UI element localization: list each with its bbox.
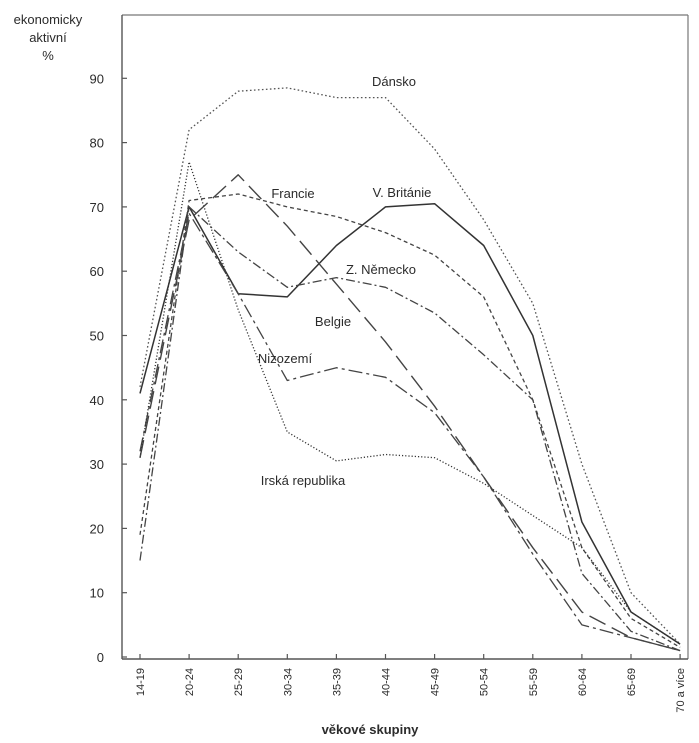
series-label: V. Británie (373, 185, 432, 200)
y-tick-label: 70 (90, 200, 104, 215)
y-tick-label: 40 (90, 393, 104, 408)
series-label: Francie (271, 186, 314, 201)
series-label: Dánsko (372, 74, 416, 89)
x-tick-label: 20-24 (184, 668, 196, 696)
series-line (139, 193, 681, 648)
x-axis-label: věkové skupiny (322, 722, 420, 737)
y-tick-label: 0 (97, 650, 104, 665)
x-tick-label: 35-39 (331, 668, 343, 696)
x-tick-label: 55-59 (528, 668, 540, 696)
y-tick-label: 50 (90, 329, 104, 344)
x-tick-label: 65-69 (626, 668, 638, 696)
x-tick-label: 25-29 (233, 668, 245, 696)
x-tick-label: 14-19 (135, 668, 147, 696)
x-tick-label: 30-34 (282, 668, 294, 696)
series-label: Irská republika (261, 473, 346, 488)
y-axis-label: ekonomicky aktivní % (14, 12, 83, 63)
series-line (139, 87, 681, 645)
y-tick-label: 80 (90, 136, 104, 151)
x-tick-label: 40-44 (381, 668, 393, 696)
x-tick-label: 70 a více (675, 668, 687, 713)
x-ticks: 14-19 20-24 25-29 30-34 35-39 40-44 45-49 50-54… (135, 654, 687, 713)
series-labels: Dánsko V. Británie Francie Z. Německo Belgie… (258, 74, 431, 488)
series-label: Nizozemí (258, 351, 313, 366)
series-line (139, 161, 681, 645)
x-tick-label: 45-49 (430, 668, 442, 696)
y-ticks: 0 10 20 30 40 50 60 70 80 90 (90, 71, 127, 665)
series-line (139, 206, 681, 652)
series-label: Z. Německo (346, 262, 416, 277)
y-axis-label-line-3: % (42, 48, 54, 63)
y-tick-label: 20 (90, 521, 104, 536)
y-axis-label-line-2: aktivní (29, 30, 67, 45)
series-line (139, 212, 681, 652)
series-lines (139, 87, 681, 652)
series-line (139, 174, 681, 652)
y-tick-label: 10 (90, 586, 104, 601)
x-tick-label: 50-54 (479, 668, 491, 696)
series-label: Belgie (315, 314, 351, 329)
y-tick-label: 90 (90, 71, 104, 86)
plot-frame (121, 14, 689, 660)
y-axis-label-line-1: ekonomicky (14, 12, 83, 27)
x-tick-label: 60-64 (577, 668, 589, 696)
y-tick-label: 30 (90, 457, 104, 472)
y-tick-label: 60 (90, 264, 104, 279)
